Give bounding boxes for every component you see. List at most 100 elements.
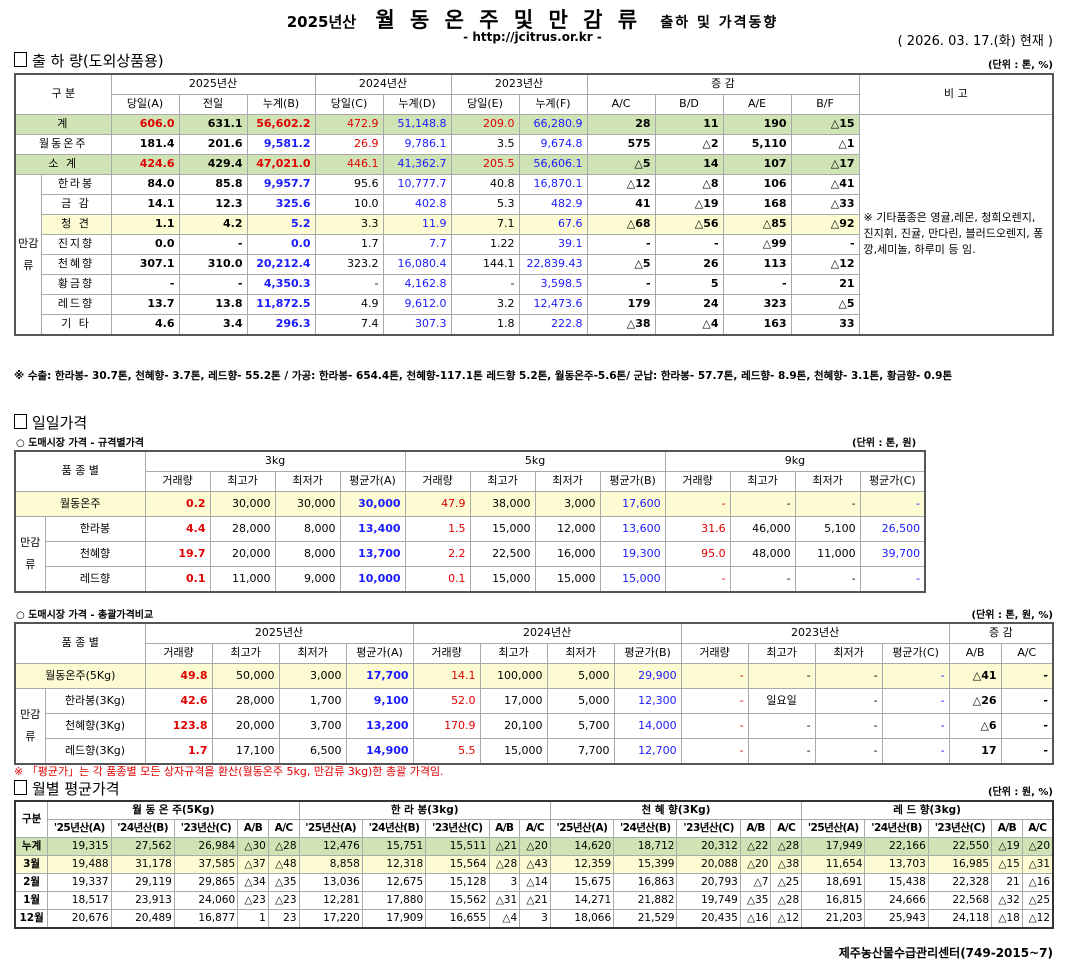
column-header: 평균가(A) (345, 643, 414, 664)
header-row: 거래량 최고가 최저가 평균가(A) 거래량 최고가 최저가 평균가(B) 거래량 최고가 최저가 평… (15, 471, 926, 492)
data-cell: 일요일 (747, 688, 816, 714)
column-header-group: 천 혜 향(3Kg) (549, 800, 803, 820)
data-cell: 11,000 (209, 566, 276, 593)
daily-subtitle: ○ 도매시장 가격 - 규격별가격 (16, 438, 145, 449)
daily-unit: (단위 : 톤, 원) (852, 438, 917, 449)
data-cell: 9,100 (345, 688, 414, 714)
data-cell: 0.0 (110, 234, 180, 255)
row-label: 천혜향(3Kg) (44, 713, 146, 739)
column-header-remark: 비 고 (858, 73, 1054, 115)
data-cell: 24,060 (173, 891, 239, 910)
data-cell: - (722, 274, 792, 295)
data-cell: 170.9 (412, 713, 481, 739)
data-cell: - (814, 713, 883, 739)
data-cell: 12,318 (361, 855, 427, 874)
data-cell: - (881, 738, 950, 765)
data-cell: 201.6 (178, 134, 248, 155)
column-header: 최저가 (534, 471, 601, 492)
column-header: 평균가(C) (859, 471, 926, 492)
column-header: 최고가 (729, 471, 796, 492)
data-cell: 67.6 (518, 214, 588, 235)
column-header: 최저가 (274, 471, 341, 492)
column-header: 최고가 (211, 643, 280, 664)
data-cell: 26 (654, 254, 724, 275)
column-header: 당일(C) (314, 94, 384, 115)
row-label: 레드향(3Kg) (44, 738, 146, 765)
data-cell: 51,148.8 (382, 114, 452, 135)
row-label: 레드향 (44, 566, 146, 593)
data-cell: 3 (519, 909, 551, 929)
data-cell: 5,700 (546, 713, 615, 739)
data-cell: 14,900 (345, 738, 414, 765)
data-cell: 15,564 (425, 855, 490, 874)
data-cell: △5 (586, 154, 656, 175)
data-cell: 13,036 (298, 873, 363, 892)
data-cell: 5.3 (450, 194, 520, 215)
column-header: 최고가 (479, 643, 548, 664)
data-cell: - (178, 234, 248, 255)
column-header: 거래량 (412, 643, 481, 664)
data-cell: 25,943 (864, 909, 929, 929)
data-cell: 56,602.2 (246, 114, 316, 135)
data-cell: 22,328 (927, 873, 993, 892)
data-cell: 307.3 (382, 314, 452, 336)
data-cell: 325.6 (246, 194, 316, 215)
data-cell: 402.8 (382, 194, 452, 215)
header-row: 구분 월 동 온 주(5Kg) 한 라 봉(3kg) 천 혜 향(3Kg) 레 드 향(… (14, 800, 1054, 838)
data-cell: 168 (722, 194, 792, 215)
data-cell: 17,220 (298, 909, 363, 929)
data-cell: 12,700 (613, 738, 682, 765)
data-cell: △21 (488, 837, 521, 856)
column-header: 최고가 (469, 471, 536, 492)
data-cell: - (1000, 663, 1054, 689)
data-cell: 20,000 (211, 713, 280, 739)
column-header: '24년산(B) (110, 819, 175, 838)
data-cell: 15,511 (425, 837, 490, 856)
monthly-section-title: 월별 평균가격 (14, 778, 120, 799)
data-cell: 52.0 (412, 688, 481, 714)
column-header: A/B (237, 819, 269, 838)
row-label: 청 견 (40, 214, 112, 235)
data-cell: 163 (722, 314, 792, 336)
shipment-unit: (단위 : 톤, %) (987, 60, 1053, 71)
data-cell: △23 (237, 891, 269, 910)
data-cell: 41,362.7 (382, 154, 452, 175)
data-cell: 14,620 (549, 837, 615, 856)
data-cell: 1.22 (450, 234, 520, 255)
group-label-mandarin: 만감류 (14, 174, 42, 336)
data-cell: - (680, 688, 749, 714)
data-cell: 190 (722, 114, 792, 135)
data-cell: 3,700 (278, 713, 347, 739)
data-cell: - (654, 234, 724, 255)
data-cell: 575 (586, 134, 656, 155)
data-cell: 0.2 (144, 491, 211, 517)
data-cell: △23 (267, 891, 300, 910)
data-cell: 12,000 (534, 516, 601, 542)
data-cell: 21 (991, 873, 1023, 892)
site-url[interactable]: - http://jcitrus.or.kr - (463, 30, 602, 44)
data-cell: 21,529 (613, 909, 678, 929)
data-cell: 631.1 (178, 114, 248, 135)
data-cell: 4.6 (110, 314, 180, 336)
row-label: 1월 (14, 891, 49, 910)
column-header: 평균가(B) (613, 643, 682, 664)
column-header: A/B (739, 819, 772, 838)
row-label: 레드향 (40, 294, 112, 315)
data-cell: 9,957.7 (246, 174, 316, 195)
data-cell: △12 (586, 174, 656, 195)
column-header: 최저가 (814, 643, 883, 664)
data-cell: △20 (1021, 837, 1054, 856)
data-cell: 20,793 (676, 873, 741, 892)
data-cell: 17,600 (599, 491, 666, 517)
data-cell: - (859, 491, 926, 517)
table-row: 금 감 14.1 12.3 325.6 10.0 402.8 5.3 482.9 41 △19 16… (15, 194, 1053, 215)
data-cell: 5,100 (794, 516, 861, 542)
column-header: B/F (790, 94, 860, 115)
table-row: 천혜향(3Kg) 123.8 20,000 3,700 13,200 170.9 20,10… (15, 713, 1054, 739)
data-cell: 3,000 (534, 491, 601, 517)
data-cell: 14,000 (613, 713, 682, 739)
data-cell: - (747, 663, 816, 689)
data-cell: 7.7 (382, 234, 452, 255)
data-cell: 13.8 (178, 294, 248, 315)
column-header-group: 5kg (404, 450, 666, 472)
